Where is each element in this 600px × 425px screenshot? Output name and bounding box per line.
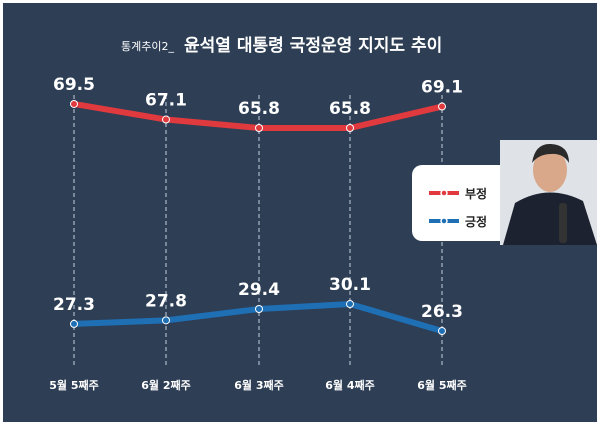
photo-hair [532,143,569,163]
data-point [255,124,263,132]
x-tick-label: 6월 4째주 [325,378,375,392]
data-label: 65.8 [238,99,280,119]
data-label: 27.8 [145,291,187,311]
president-photo [500,140,597,245]
data-point [162,115,170,124]
data-label: 67.1 [145,91,187,111]
x-tick-label: 5월 5째주 [49,378,99,392]
title-prefix: 통계추이2_ [121,40,174,53]
data-label: 27.3 [53,295,95,315]
data-label: 69.5 [53,75,95,95]
photo-microphone [559,203,567,243]
x-tick-label: 6월 2째주 [141,378,191,392]
data-point [70,319,78,328]
chart-title: 윤석열 대통령 국정운영 지지도 추이 [184,35,442,56]
x-tick-label: 6월 3째주 [234,378,284,392]
data-point [438,327,446,335]
data-label: 69.1 [421,78,463,98]
photo-suit [503,192,597,245]
data-point [346,124,354,132]
data-point [346,300,354,309]
data-point [162,316,170,325]
data-point [255,304,263,313]
chart-panel: 통계추이2_ 윤석열 대통령 국정운영 지지도 추이 69.5 67.1 65.8 6… [3,3,597,422]
data-point [70,99,78,108]
data-label: 26.3 [421,302,463,322]
legend-label-negative: 부정 [465,186,487,201]
legend-marker-positive [440,217,448,225]
line-chart: 통계추이2_ 윤석열 대통령 국정운영 지지도 추이 69.5 67.1 65.8 6… [49,35,597,392]
data-label: 29.4 [238,280,280,300]
data-point [438,102,446,111]
photo-face [533,148,567,192]
legend-marker-negative [440,189,448,197]
legend-label-positive: 긍정 [465,214,487,229]
legend-item-positive: 긍정 [429,214,487,229]
data-label: 30.1 [329,275,371,295]
x-tick-label: 6월 5째주 [417,378,467,392]
data-label: 65.8 [329,99,371,119]
legend-item-negative: 부정 [429,186,487,201]
